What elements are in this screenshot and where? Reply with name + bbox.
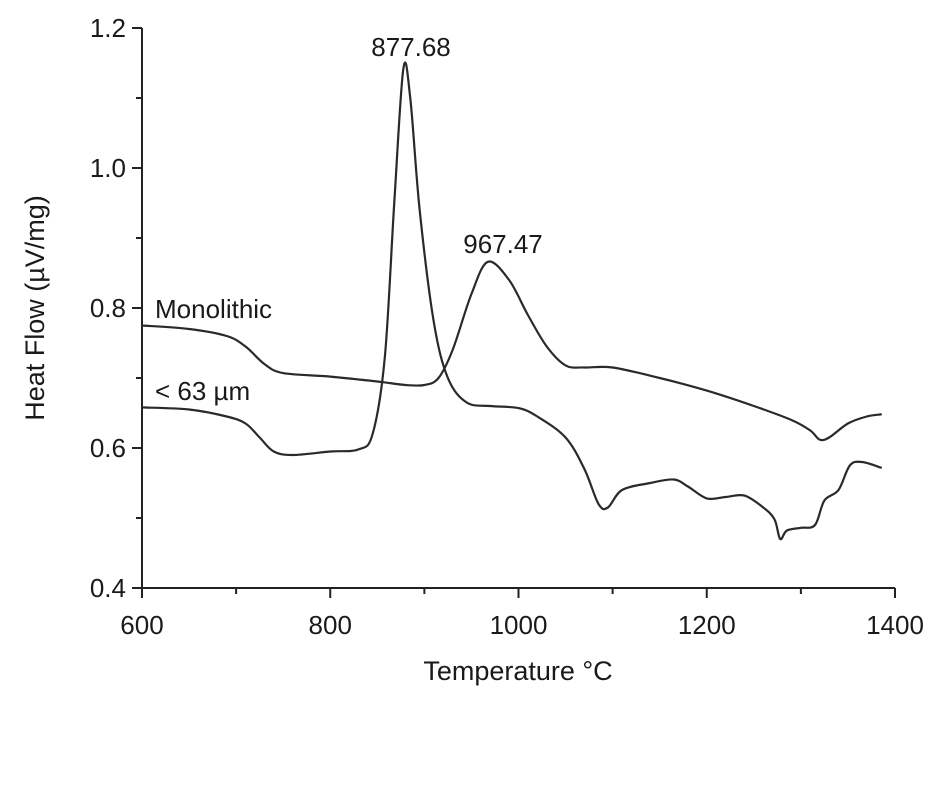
ticks: [132, 27, 896, 598]
y-tick-label: 1.0: [90, 153, 126, 183]
y-tick-label: 1.2: [90, 13, 126, 43]
series-line-monolithic: [140, 260, 882, 442]
x-axis-title: Temperature °C: [423, 656, 612, 686]
x-tick-label: 600: [120, 610, 163, 640]
peak-label-2: 967.47: [463, 229, 543, 259]
series-label-monolithic: Monolithic: [155, 294, 272, 324]
x-tick-label: 1400: [866, 610, 924, 640]
y-tick-label: 0.6: [90, 433, 126, 463]
tick-labels: 600 800 1000 1200 1400 0.4 0.6 0.8 1.0 1.2: [90, 13, 924, 640]
series-line-fine-powder: [140, 61, 882, 541]
series-group: [140, 61, 882, 541]
x-tick-label: 800: [309, 610, 352, 640]
y-axis-title: Heat Flow (µV/mg): [20, 195, 50, 421]
x-tick-label: 1200: [678, 610, 736, 640]
x-tick-label: 1000: [490, 610, 548, 640]
y-tick-label: 0.8: [90, 293, 126, 323]
series-label-fine: < 63 µm: [155, 376, 250, 406]
y-tick-label: 0.4: [90, 573, 126, 603]
labels: Temperature °C Heat Flow (µV/mg) 877.68 …: [20, 32, 613, 686]
peak-label-1: 877.68: [371, 32, 451, 62]
